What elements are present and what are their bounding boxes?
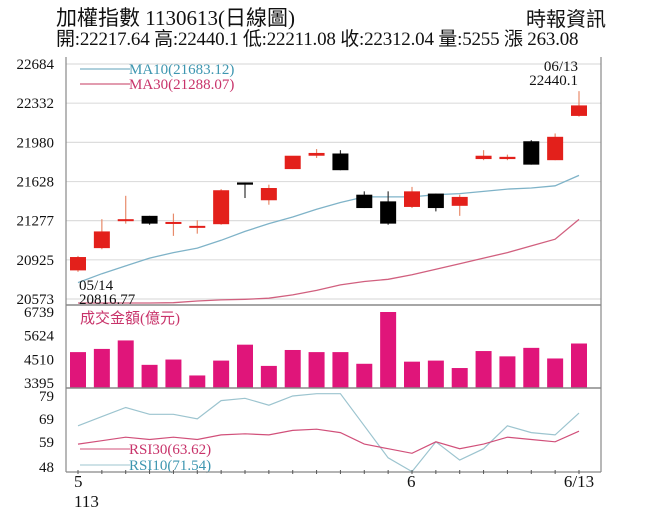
candle-up [165,221,182,224]
candle-up [117,219,134,222]
volume-bar [571,343,587,388]
volume-bar [499,356,516,388]
volume-ytick: 6739 [24,305,54,321]
candle-down [356,194,373,209]
candle-up [475,155,492,160]
candle-up [284,155,301,170]
price-ytick: 21628 [17,175,55,191]
high-date-annotation: 06/13 [544,59,578,75]
candle-down [427,193,444,209]
candle-up [70,257,86,271]
volume-bar [189,375,206,388]
candle-up [571,105,587,116]
x-label-may: 5 [74,472,83,491]
ma30-line [78,218,580,304]
candle-up [260,188,277,201]
volume-bar [356,363,373,388]
volume-title: 成交金額(億元) [80,309,180,327]
x-label-last: 6/13 [564,472,594,491]
price-ytick: 22684 [17,57,55,73]
price-ytick: 21277 [17,214,55,230]
candle-down [523,141,540,165]
volume-bar [93,348,110,388]
ma30-legend: MA30(21288.07) [129,77,234,93]
candle-down [141,215,158,224]
volume-bar [165,359,182,388]
candle-up [308,152,325,156]
rsi-ytick: 69 [39,412,54,428]
candle-down [380,201,397,224]
volume-ytick: 3395 [24,376,54,392]
volume-bar [70,352,86,388]
volume-bar [332,352,349,388]
volume-ytick: 5624 [24,329,55,345]
candle-up [189,225,206,228]
rsi10-line [77,393,580,473]
volume-bar [141,364,158,388]
candle-up [547,136,564,161]
x-label-year: 113 [74,492,99,511]
rsi-ytick: 48 [39,460,54,476]
price-ytick: 20925 [17,253,55,269]
volume-bar [308,352,325,388]
candle-up [213,190,230,225]
volume-bar [284,349,301,388]
candle-up [451,196,468,206]
x-label-june: 6 [407,472,416,491]
ma10-line [77,174,580,284]
volume-ytick: 4510 [24,352,54,368]
price-ytick: 22332 [17,96,55,112]
ohlc-summary: 開:22217.64 高:22440.1 低:22211.08 收:22312.… [56,29,579,50]
volume-bar [475,351,492,388]
price-ytick: 21980 [17,135,55,151]
volume-bar [547,358,564,388]
volume-bar [260,365,277,388]
volume-bar [451,368,468,388]
volume-bar [404,361,420,388]
volume-bar [213,360,230,388]
price-ytick: 20573 [17,292,55,308]
source-label: 時報資訊 [526,9,606,31]
volume-bar [380,312,397,388]
volume-bar [117,340,134,388]
chart-title: 加權指數 1130613(日線圖) [56,6,295,30]
rsi-ytick: 59 [39,435,54,451]
rsi30-legend: RSI30(63.62) [129,442,211,458]
candle-up [93,231,110,249]
high-value-annotation: 22440.1 [529,73,578,89]
candle-up [404,191,420,207]
candle-up [499,156,516,160]
volume-bar [523,347,540,388]
ma10-legend: MA10(21683.12) [129,62,234,78]
low-date-annotation: 05/14 [79,278,114,294]
candle-down [332,153,349,171]
rsi30-line [77,428,580,454]
low-value-annotation: 20816.77 [79,292,136,308]
rsi-ytick: 79 [39,389,54,405]
candle-down [237,182,253,185]
volume-bar [427,360,444,388]
volume-bar [237,344,253,388]
